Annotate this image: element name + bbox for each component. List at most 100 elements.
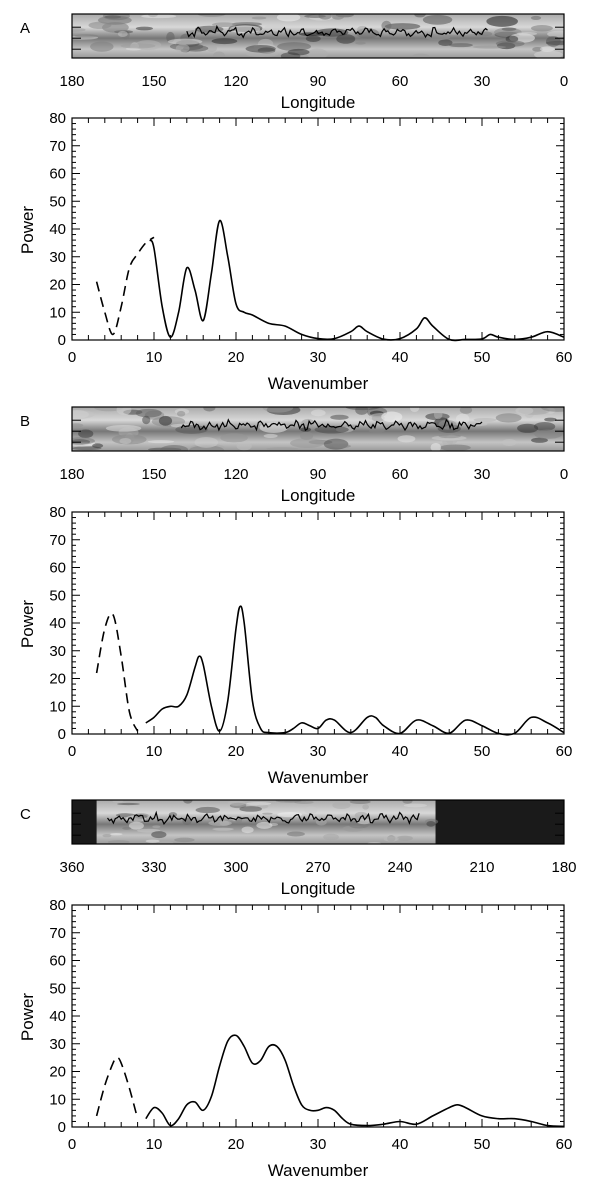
longitude-tick-label: 90 <box>310 73 327 90</box>
strip-texture <box>433 409 443 420</box>
y-tick-label: 20 <box>49 277 66 294</box>
strip-texture <box>195 806 220 814</box>
strip-texture <box>459 407 473 414</box>
dashed-series-line <box>95 1056 139 1119</box>
x-axis-title-b: Wavenumber <box>268 768 369 787</box>
strip-texture <box>532 46 543 52</box>
strip-texture <box>183 45 209 52</box>
strip-texture <box>141 14 177 19</box>
strip-texture <box>362 804 369 810</box>
power-spectrum-a: Wavenumber Power 0 10 20 30 40 50 60 0 10 20 30 40 5… <box>18 110 572 393</box>
strip-texture <box>286 831 305 837</box>
longitude-tick-label: 120 <box>223 466 248 483</box>
strip-texture <box>448 43 473 48</box>
strip-image-b <box>72 407 564 451</box>
x-tick-label: 40 <box>392 1136 409 1153</box>
strip-texture <box>206 44 218 52</box>
strip-frame-c <box>71 799 565 845</box>
strip-texture <box>290 438 325 448</box>
strip-texture <box>307 48 328 58</box>
strip-texture <box>262 812 273 815</box>
longitude-tick-label: 210 <box>469 859 494 876</box>
solid-series-line <box>145 1034 565 1128</box>
strip-texture <box>397 435 416 443</box>
strip-texture <box>276 14 301 22</box>
strip-texture <box>194 437 219 448</box>
y-tick-label: 30 <box>49 1036 66 1053</box>
strip-texture <box>227 800 246 806</box>
strip-texture <box>92 443 104 449</box>
strip-texture <box>188 445 225 451</box>
x-tick-label: 10 <box>146 1136 163 1153</box>
strip-texture <box>128 821 144 830</box>
y-tick-label: 0 <box>58 1119 66 1136</box>
strip-texture <box>402 800 413 804</box>
strip-texture <box>263 433 278 439</box>
strip-texture <box>117 802 140 806</box>
strip-texture <box>251 16 267 20</box>
strip-texture <box>158 415 173 426</box>
strip-texture <box>438 434 461 439</box>
x-tick-label: 20 <box>228 349 245 366</box>
y-tick-label: 40 <box>49 221 66 238</box>
strip-texture <box>331 14 345 20</box>
strip-texture <box>241 826 254 834</box>
strip-texture <box>142 415 151 425</box>
longitude-tick-label: 60 <box>392 466 409 483</box>
strip-texture <box>299 431 314 440</box>
longitude-tick-label: 180 <box>59 466 84 483</box>
y-tick-label: 70 <box>49 532 66 549</box>
strip-texture <box>438 39 453 47</box>
panel-letter-b: B <box>20 413 30 430</box>
strip-texture <box>381 411 403 423</box>
strip-profile-line <box>186 24 488 39</box>
y-tick-label: 50 <box>49 587 66 604</box>
longitude-label-b: Longitude <box>281 486 356 505</box>
longitude-tick-label: 330 <box>141 859 166 876</box>
strip-texture <box>534 429 563 439</box>
y-tick-label: 10 <box>49 698 66 715</box>
longitude-tick-label: 300 <box>223 859 248 876</box>
longitude-tick-label: 60 <box>392 73 409 90</box>
strip-texture <box>541 407 564 412</box>
strip-frame-b <box>71 406 565 452</box>
y-tick-label: 70 <box>49 925 66 942</box>
strip-texture <box>381 20 392 31</box>
strip-texture <box>314 425 349 434</box>
longitude-strip-a: 180 150 120 90 60 30 0 Longitude <box>59 13 568 112</box>
x-tick-label: 30 <box>310 1136 327 1153</box>
strip-texture <box>78 429 94 439</box>
strip-texture <box>212 51 225 58</box>
longitude-tick-label: 0 <box>560 73 568 90</box>
panel-c: C 360 330 300 270 240 210 180 Longitude Wavenu… <box>18 799 577 1180</box>
strip-texture <box>262 407 294 413</box>
longitude-tick-label: 0 <box>560 466 568 483</box>
power-spectrum-c: Wavenumber Power 0 10 20 30 40 50 60 0 10 20 30 40 5… <box>18 897 572 1180</box>
y-axis-title-b: Power <box>18 600 37 649</box>
x-tick-label: 60 <box>556 349 573 366</box>
strip-texture <box>117 30 128 38</box>
strip-texture <box>183 800 193 804</box>
longitude-tick-label: 30 <box>474 466 491 483</box>
x-tick-label: 30 <box>310 349 327 366</box>
strip-texture <box>403 803 427 808</box>
x-tick-label: 30 <box>310 743 327 760</box>
strip-texture <box>120 43 156 49</box>
strip-texture <box>502 438 517 447</box>
strip-texture <box>439 444 471 451</box>
y-tick-label: 40 <box>49 615 66 632</box>
y-tick-label: 0 <box>58 726 66 743</box>
x-tick-label: 60 <box>556 743 573 760</box>
strip-texture <box>264 24 286 32</box>
strip-texture <box>102 834 112 838</box>
strip-texture <box>88 21 112 29</box>
strip-texture <box>266 447 299 451</box>
strip-texture <box>357 25 368 33</box>
strip-texture <box>245 45 276 53</box>
longitude-tick-label: 30 <box>474 73 491 90</box>
strip-texture <box>354 811 368 819</box>
y-tick-label: 60 <box>49 560 66 577</box>
strip-texture <box>530 15 542 21</box>
strip-texture <box>368 429 385 433</box>
